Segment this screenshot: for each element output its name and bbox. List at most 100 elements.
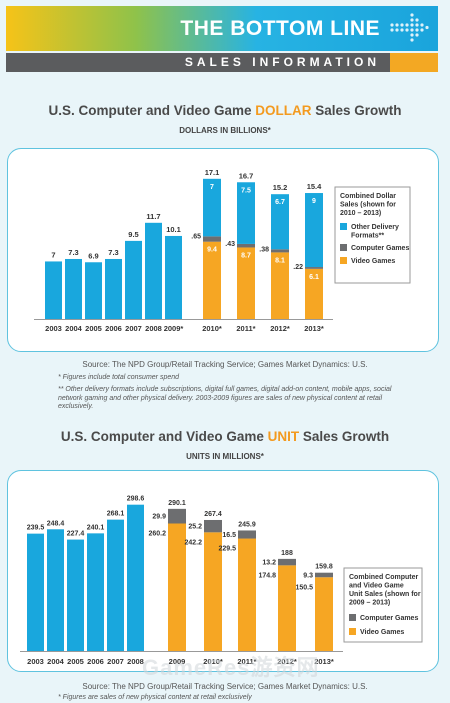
chart1-source: Source: The NPD Group/Retail Tracking Se…	[82, 360, 368, 369]
chart1-bar-computer	[237, 243, 255, 248]
chart2-bar-video	[315, 577, 333, 651]
chart1-bar-other	[271, 194, 289, 250]
chart2-legend-label: Computer Games	[360, 615, 418, 622]
chart1-total-label: 16.7	[239, 171, 254, 180]
chart1-bar-video	[271, 252, 289, 319]
chart2-computer-label: 25.2	[188, 524, 202, 531]
chart2-x-tick: 2009	[169, 657, 186, 666]
chart1-title: U.S. Computer and Video Game DOLLAR Sale…	[0, 103, 450, 118]
chart1-legend-swatch	[340, 223, 347, 230]
chart1-x-tick: 2006	[105, 324, 122, 333]
chart2-note1: * Figures are sales of new physical cont…	[58, 694, 252, 701]
chart1-legend-label: Computer Games	[351, 245, 409, 252]
chart1-other-label: 6.7	[275, 199, 285, 206]
chart2-video-label: 260.2	[148, 531, 166, 538]
chart2-total-label: 240.1	[87, 524, 105, 531]
chart1-legend	[334, 186, 411, 284]
chart1-total-label: 15.4	[307, 182, 322, 191]
chart1-bar-other	[203, 178, 221, 237]
chart2-legend-swatch	[349, 628, 356, 635]
chart2-total-label: 188	[281, 550, 293, 557]
chart1-computer-label: .38	[259, 246, 269, 253]
chart1-bar	[45, 261, 62, 319]
chart1-total-label: 6.9	[88, 251, 98, 260]
chart2-x-tick: 2013*	[314, 657, 334, 666]
chart1-title-post: Sales Growth	[311, 103, 402, 118]
chart2-computer-label: 9.3	[303, 572, 313, 579]
header-banner: THE BOTTOM LINE	[6, 6, 438, 51]
chart2-total-label: 248.4	[47, 520, 65, 527]
chart1-x-tick: 2007	[125, 324, 142, 333]
chart1-title-pre: U.S. Computer and Video Game	[48, 103, 256, 118]
chart2-total-label: 290.1	[168, 500, 186, 507]
section-title: SALES INFORMATION	[184, 55, 380, 69]
chart1-bar-video	[203, 241, 221, 319]
chart2-x-tick: 2004	[47, 657, 65, 666]
section-bar: SALES INFORMATION	[6, 53, 438, 72]
chart2-legend-label: Video Games	[360, 629, 404, 636]
chart1-video-label: 8.7	[241, 252, 251, 259]
chart2-computer-label: 29.9	[152, 514, 166, 521]
chart2-title: U.S. Computer and Video Game UNIT Sales …	[0, 429, 450, 444]
chart2-total-label: 268.1	[107, 511, 125, 518]
chart1-x-tick: 2005	[85, 324, 102, 333]
chart1-other-label: 7	[210, 184, 214, 191]
chart2-total-label: 298.6	[127, 496, 145, 503]
chart2-computer-label: 13.2	[262, 560, 276, 567]
chart2-x-tick: 2011*	[237, 657, 256, 666]
chart2-bar	[127, 504, 144, 651]
chart2-total-label: 227.4	[67, 531, 85, 538]
chart1-bar	[145, 222, 162, 319]
chart1-x-tick: 2010*	[202, 324, 222, 333]
chart2-bar-computer	[204, 519, 222, 533]
chart2-bar-video	[278, 565, 296, 651]
chart2-source: Source: The NPD Group/Retail Tracking Se…	[82, 682, 368, 691]
chart1-bar-video	[237, 247, 255, 319]
chart1-bar	[125, 240, 142, 319]
chart1-video-label: 6.1	[309, 274, 319, 281]
chart1-total-label: 10.1	[166, 225, 181, 234]
chart1-legend-label: Video Games	[351, 258, 395, 265]
chart2-x-tick: 2010*	[203, 657, 223, 666]
chart1-bar-other	[305, 193, 323, 268]
chart1-total-label: 7.3	[68, 248, 78, 257]
chart2-x-tick: 2007	[107, 657, 124, 666]
chart1-bar	[105, 258, 122, 319]
chart1-total-label: 17.1	[205, 168, 220, 177]
chart1-legend-swatch	[340, 244, 347, 251]
chart1-computer-label: .43	[225, 241, 235, 248]
chart2-subtitle: UNITS IN MILLIONS*	[186, 452, 264, 461]
chart1-bar	[165, 235, 182, 319]
chart2-x-tick: 2005	[67, 657, 84, 666]
chart1-bar-computer	[305, 267, 323, 269]
chart2-plot: 2003 239.5 2004 248.4 2005 227.4 2006 240.1 2007…	[20, 496, 423, 666]
chart1-note1: * Figures include total consumer spend	[58, 374, 180, 381]
chart1-total-label: 7.3	[108, 248, 118, 257]
chart1-x-tick: 2012*	[270, 324, 290, 333]
page-title: THE BOTTOM LINE	[180, 17, 380, 40]
chart2-bar	[87, 533, 104, 651]
chart1-legend-label: Other Delivery Formats**	[351, 224, 399, 240]
chart2-title-pre: U.S. Computer and Video Game	[60, 429, 268, 444]
chart1-x-tick: 2009*	[164, 324, 184, 333]
chart2-bar-computer	[315, 572, 333, 578]
chart1-plot: 2003 7 2004 7.3 2005 6.9 2006 7.3 2007 9.5 2008 11.…	[34, 168, 411, 333]
chart1-x-tick: 2003	[45, 324, 62, 333]
chart1-total-label: 15.2	[273, 183, 288, 192]
chart2-x-tick: 2006	[87, 657, 104, 666]
chart1-bar	[65, 258, 82, 319]
chart2-x-tick: 2012*	[277, 657, 297, 666]
chart1-video-label: 8.1	[275, 257, 285, 264]
chart1-note2: ** Other delivery formats include subscr…	[58, 386, 392, 410]
chart1-computer-label: .65	[191, 233, 201, 240]
chart2-total-label: 245.9	[238, 521, 256, 528]
chart1-legend-title: Combined Dollar Sales (shown for 2010 – 20…	[340, 193, 396, 217]
chart2-frame: 2003 239.5 2004 248.4 2005 227.4 2006 240.1 2007…	[7, 470, 439, 672]
chart1-x-tick: 2004	[65, 324, 83, 333]
chart2-video-label: 242.2	[184, 539, 202, 546]
chart1-total-label: 9.5	[128, 230, 138, 239]
chart2-bar-computer	[168, 508, 186, 524]
chart1-bar	[85, 262, 102, 319]
chart2-bar-video	[168, 523, 186, 651]
chart2-legend-swatch	[349, 614, 356, 621]
